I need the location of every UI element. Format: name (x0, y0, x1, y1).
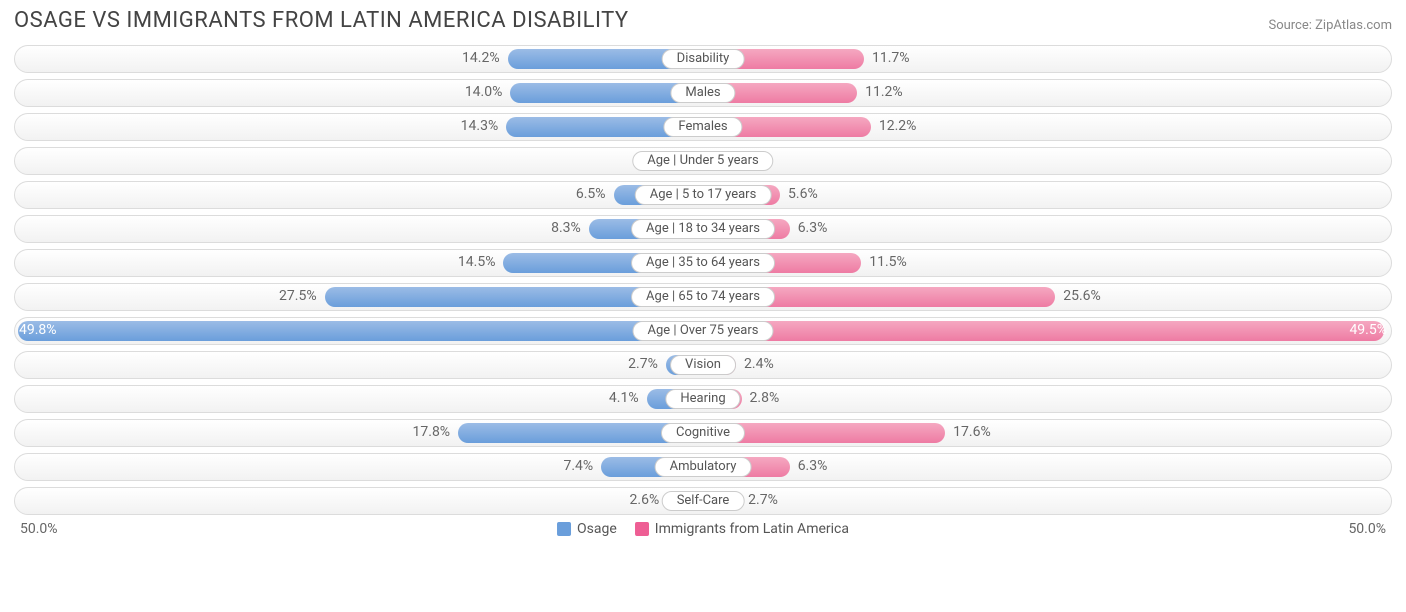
value-label-left: 14.0% (465, 84, 503, 100)
value-label-left: 2.6% (630, 492, 660, 508)
chart-row: 1.8%1.2%Age | Under 5 years (14, 147, 1392, 175)
value-label-left: 49.8% (19, 322, 57, 338)
value-label-right: 11.2% (865, 84, 903, 100)
value-label-right: 25.6% (1063, 288, 1101, 304)
value-label-left: 27.5% (279, 288, 317, 304)
chart-row: 7.4% 6.3% Ambulatory (14, 453, 1392, 481)
chart-row: 14.2% 11.7% Disability (14, 45, 1392, 73)
value-label-right: 11.7% (872, 50, 910, 66)
chart-row: 8.3% 6.3% Age | 18 to 34 years (14, 215, 1392, 243)
value-label-right: 2.7% (748, 492, 778, 508)
category-label: Age | Over 75 years (633, 321, 774, 341)
value-label-left: 2.7% (628, 356, 658, 372)
chart-row: 14.0% 11.2% Males (14, 79, 1392, 107)
value-label-right: 2.8% (750, 390, 780, 406)
chart-title: OSAGE VS IMMIGRANTS FROM LATIN AMERICA D… (14, 8, 629, 33)
category-label: Males (670, 83, 735, 103)
value-label-left: 17.8% (413, 424, 451, 440)
bar-left (18, 321, 703, 341)
value-label-left: 4.1% (609, 390, 639, 406)
legend-item-right: Immigrants from Latin America (635, 521, 849, 537)
category-label: Age | Under 5 years (632, 151, 773, 171)
chart-row: 49.8% 49.5% Age | Over 75 years (14, 317, 1392, 345)
category-label: Age | 18 to 34 years (631, 219, 775, 239)
value-label-left: 14.5% (458, 254, 496, 270)
legend-item-left: Osage (557, 521, 617, 537)
chart-row: 27.5% 25.6% Age | 65 to 74 years (14, 283, 1392, 311)
category-label: Females (663, 117, 742, 137)
category-label: Age | 35 to 64 years (631, 253, 775, 273)
legend-label-left: Osage (577, 521, 617, 537)
value-label-left: 6.5% (576, 186, 606, 202)
value-label-right: 49.5% (1349, 322, 1387, 338)
category-label: Cognitive (661, 423, 745, 443)
value-label-left: 14.3% (461, 118, 499, 134)
value-label-right: 11.5% (869, 254, 907, 270)
category-label: Hearing (665, 389, 740, 409)
chart-row: 6.5% 5.6% Age | 5 to 17 years (14, 181, 1392, 209)
chart-row: 14.3% 12.2% Females (14, 113, 1392, 141)
value-label-right: 5.6% (788, 186, 818, 202)
category-label: Vision (670, 355, 736, 375)
legend: Osage Immigrants from Latin America (557, 521, 849, 537)
legend-swatch-left (557, 522, 571, 536)
category-label: Age | 65 to 74 years (631, 287, 775, 307)
bar-right (703, 321, 1384, 341)
value-label-left: 8.3% (551, 220, 581, 236)
value-label-right: 2.4% (744, 356, 774, 372)
chart-row: 14.5% 11.5% Age | 35 to 64 years (14, 249, 1392, 277)
category-label: Age | 5 to 17 years (635, 185, 772, 205)
category-label: Disability (662, 49, 745, 69)
chart-row: 2.7% 2.4% Vision (14, 351, 1392, 379)
legend-swatch-right (635, 522, 649, 536)
value-label-left: 7.4% (564, 458, 594, 474)
value-label-right: 6.3% (798, 220, 828, 236)
category-label: Self-Care (662, 491, 745, 511)
chart-footer: 50.0% Osage Immigrants from Latin Americ… (14, 521, 1392, 537)
category-label: Ambulatory (655, 457, 752, 477)
chart-row: 2.6% 2.7%Self-Care (14, 487, 1392, 515)
chart-row: 17.8% 17.6% Cognitive (14, 419, 1392, 447)
legend-label-right: Immigrants from Latin America (655, 521, 849, 537)
value-label-right: 6.3% (798, 458, 828, 474)
chart-row: 4.1% 2.8% Hearing (14, 385, 1392, 413)
value-label-right: 17.6% (953, 424, 991, 440)
value-label-right: 12.2% (879, 118, 917, 134)
value-label-left: 14.2% (462, 50, 500, 66)
source-attribution: Source: ZipAtlas.com (1268, 18, 1392, 33)
diverging-bar-chart: 14.2% 11.7% Disability 14.0% 11.2% Males 14.3%… (14, 45, 1392, 515)
